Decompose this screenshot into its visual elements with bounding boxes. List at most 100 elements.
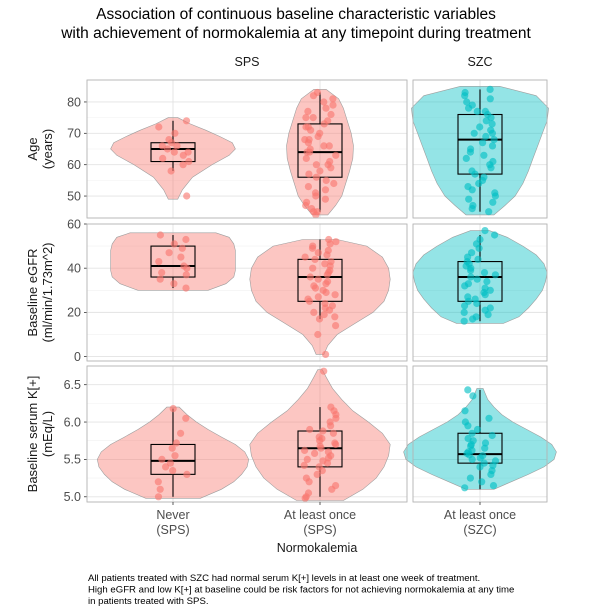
data-point — [309, 92, 318, 100]
data-point — [314, 275, 322, 283]
data-point — [302, 114, 310, 122]
data-point — [304, 139, 312, 147]
data-point — [491, 271, 499, 279]
y-axis-label: Baseline serum K[+](mEq/L) — [25, 376, 55, 493]
x-category-label: At least once — [284, 508, 356, 522]
data-point — [320, 311, 328, 319]
data-point — [328, 485, 336, 493]
data-point — [488, 142, 497, 150]
series-never_sps — [110, 231, 236, 292]
data-point — [322, 280, 330, 288]
data-point — [309, 114, 317, 122]
data-point — [481, 444, 489, 452]
data-point — [332, 238, 340, 246]
data-point — [312, 192, 320, 200]
panel-background — [87, 224, 407, 361]
y-axis-label-line: Baseline eGFR — [25, 248, 40, 336]
data-point — [489, 198, 497, 206]
data-point — [482, 132, 490, 141]
data-point — [480, 269, 489, 277]
data-point — [469, 392, 477, 400]
data-point — [309, 264, 317, 272]
data-point — [479, 139, 487, 147]
data-point — [329, 429, 337, 437]
data-point — [319, 427, 327, 435]
data-point — [480, 151, 488, 159]
y-axis-label: Age(years) — [25, 129, 55, 169]
data-point — [325, 306, 334, 314]
box-iqr — [297, 258, 343, 302]
facet-strip-label: SPS — [234, 55, 259, 69]
data-point — [471, 170, 479, 178]
data-point — [488, 129, 496, 137]
data-point — [323, 459, 332, 467]
data-point — [321, 260, 329, 268]
series-atleast_szc — [403, 386, 557, 492]
y-tick-label: 40 — [67, 261, 81, 275]
data-point — [313, 470, 321, 478]
data-point — [172, 439, 180, 447]
data-point — [475, 179, 483, 188]
data-point — [154, 493, 163, 501]
data-point — [473, 299, 481, 308]
x-category-label: Never — [156, 508, 189, 522]
y-axis-label-line: Baseline serum K[+] — [25, 376, 40, 493]
data-point — [461, 302, 469, 310]
data-point — [183, 470, 191, 478]
x-category-label: At least once — [444, 508, 516, 522]
data-point — [305, 170, 313, 178]
data-point — [327, 422, 335, 430]
y-tick-label: 20 — [67, 306, 81, 320]
data-point — [312, 161, 320, 169]
data-point — [170, 148, 178, 156]
data-point — [466, 474, 474, 482]
data-point — [306, 425, 314, 434]
data-point — [476, 123, 484, 131]
data-point — [315, 315, 324, 323]
data-point — [162, 463, 170, 471]
data-point — [168, 444, 176, 452]
data-point — [301, 494, 309, 502]
facet-strip-label: SZC — [468, 55, 493, 69]
data-point — [332, 322, 340, 330]
data-point — [158, 269, 166, 277]
series-atleast_sps — [249, 235, 391, 358]
data-point — [312, 211, 320, 219]
panel-background — [87, 366, 407, 502]
data-point — [474, 255, 482, 263]
data-point — [185, 157, 193, 166]
caption-line: High eGFR and low K[+] at baseline could… — [88, 585, 514, 596]
data-point — [182, 235, 190, 244]
data-point — [305, 478, 313, 486]
data-point — [486, 85, 494, 93]
data-point — [169, 405, 177, 413]
series-atleast_szc — [411, 85, 549, 216]
data-point — [487, 470, 495, 478]
data-point — [327, 164, 335, 172]
data-point — [183, 264, 191, 272]
data-point — [468, 429, 476, 437]
data-point — [302, 154, 310, 162]
series-never_sps — [110, 117, 236, 200]
y-axis-label-line: (mEq/L) — [40, 411, 55, 457]
data-point — [303, 148, 311, 156]
data-point — [183, 192, 191, 200]
data-point — [318, 467, 326, 475]
data-point — [484, 311, 492, 319]
data-point — [158, 455, 166, 463]
data-point — [478, 478, 486, 486]
data-point — [182, 271, 190, 279]
series-atleast_sps — [286, 88, 354, 219]
data-point — [314, 293, 322, 301]
data-point — [331, 313, 339, 321]
data-point — [332, 440, 340, 449]
data-point — [322, 176, 330, 184]
data-point — [177, 429, 185, 437]
data-point — [476, 454, 484, 462]
violin-shape — [110, 117, 236, 200]
data-point — [326, 240, 334, 248]
data-point — [166, 459, 174, 467]
x-category-label: (SPS) — [303, 523, 336, 537]
data-point — [314, 249, 322, 257]
